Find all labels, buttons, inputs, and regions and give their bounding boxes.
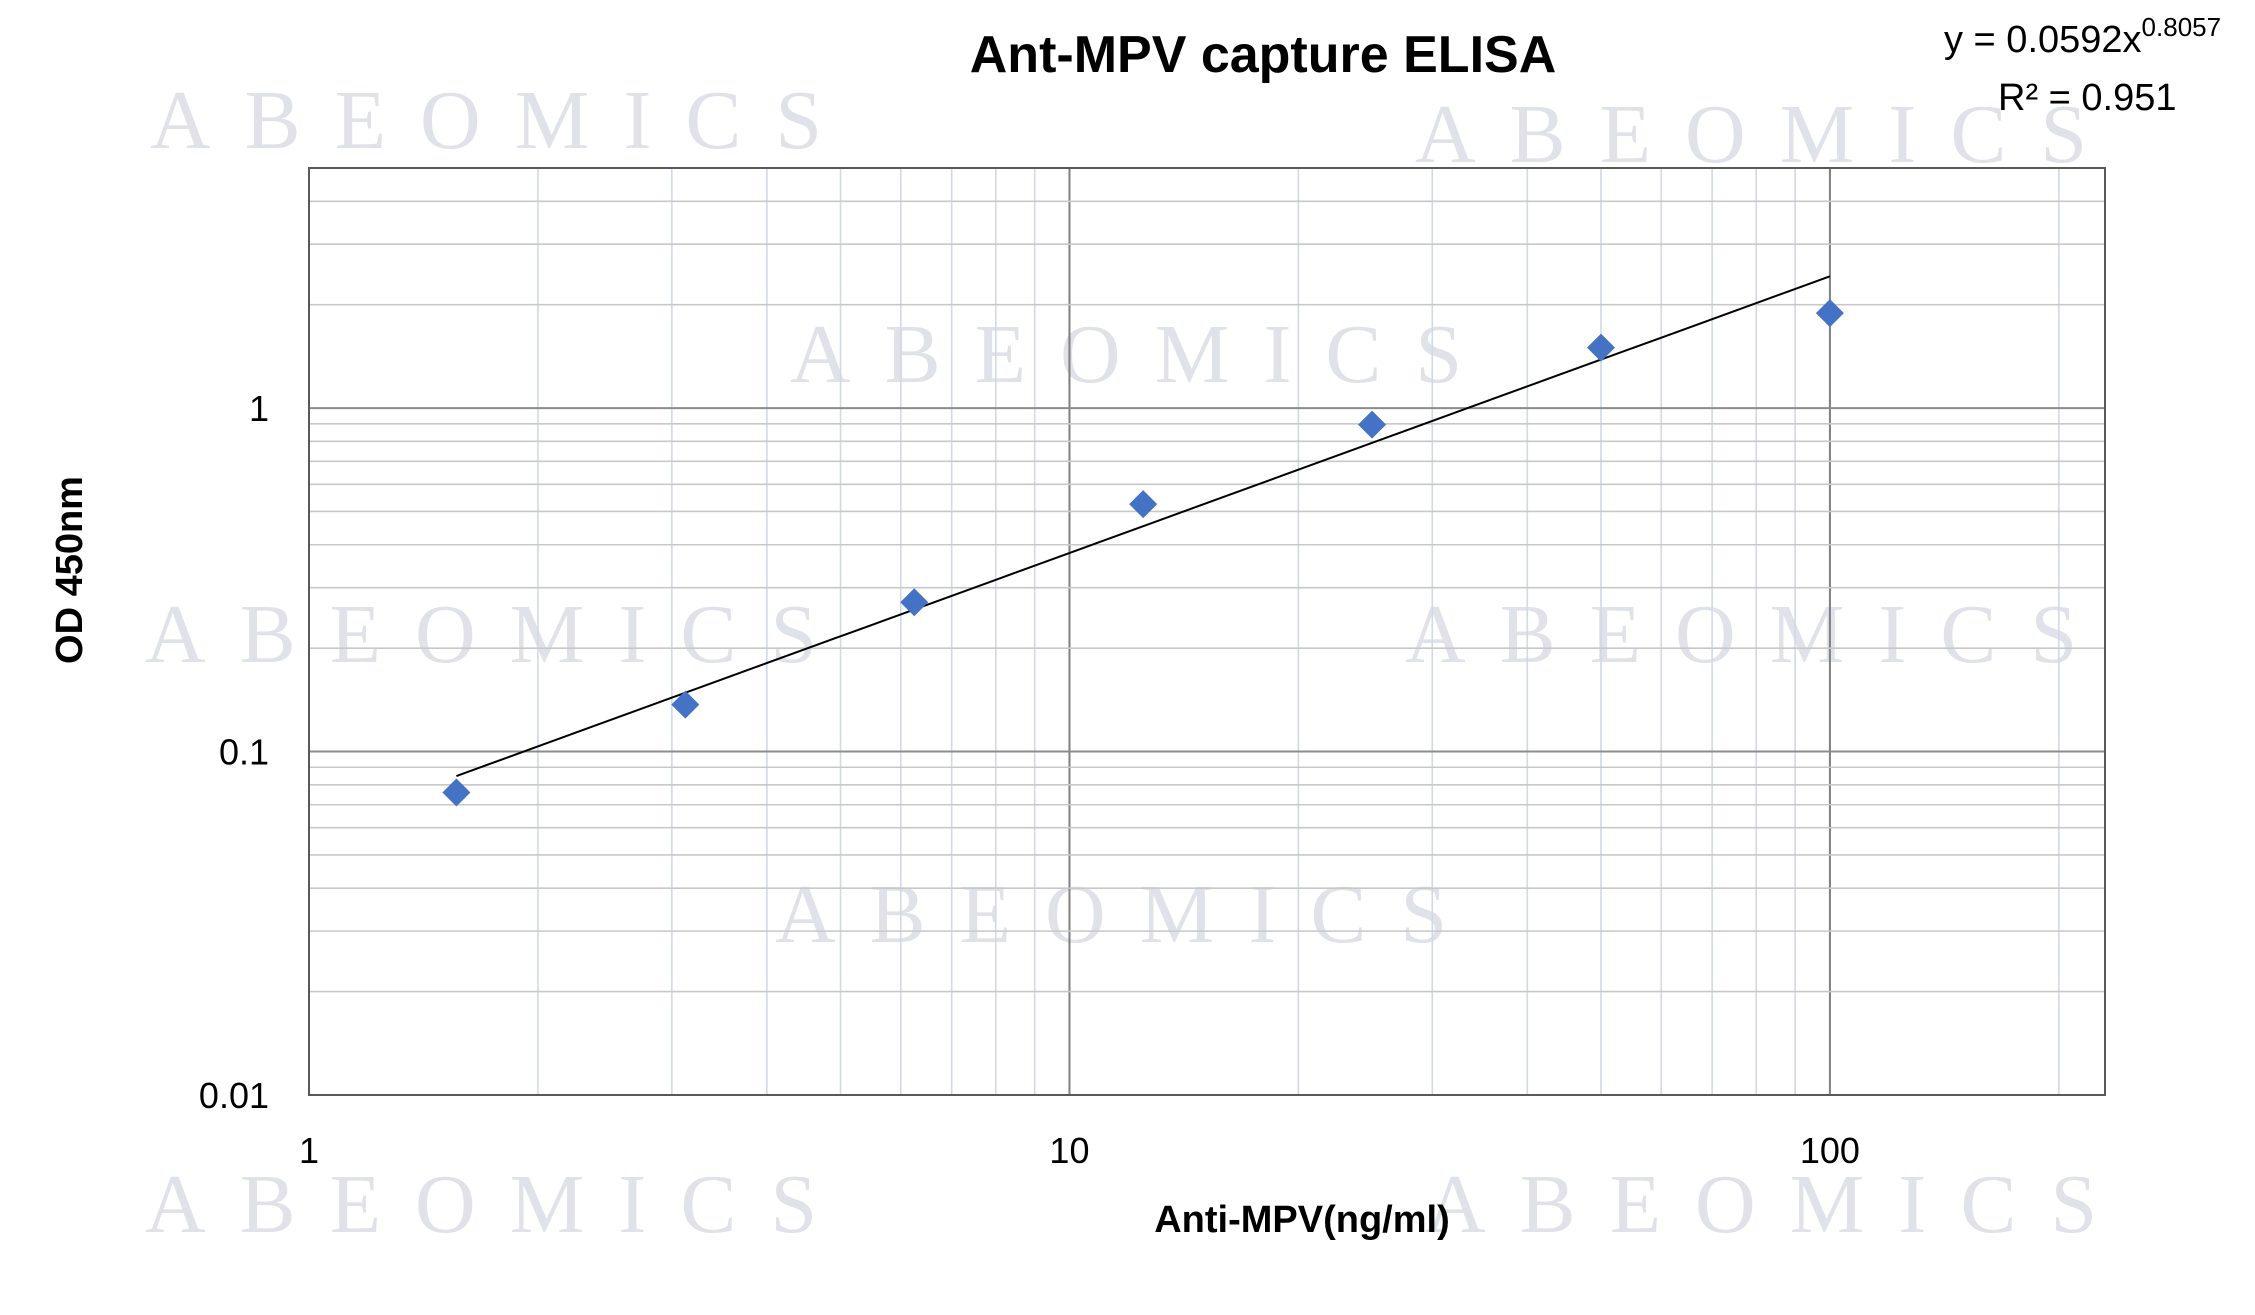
y-tick-label: 0.1 (219, 732, 269, 773)
y-tick-label: 1 (249, 388, 269, 429)
data-point (900, 588, 929, 617)
data-points (442, 299, 1844, 807)
x-tick-label: 10 (1049, 1130, 1089, 1171)
x-axis-title: Anti-MPV(ng/ml) (1154, 1199, 1450, 1241)
y-tick-label: 0.01 (199, 1075, 269, 1116)
r-squared-label: R² = 0.951 (1998, 77, 2177, 119)
watermark-text: ABEOMICS (145, 588, 851, 681)
trendline-equation: y = 0.0592x0.8057 (1944, 12, 2221, 61)
equation-base: y = 0.0592x (1944, 19, 2142, 61)
watermark-text: ABEOMICS (145, 1158, 851, 1251)
chart-title: Ant-MPV capture ELISA (970, 26, 1557, 84)
watermark-layer: ABEOMICS ABEOMICS ABEOMICS ABEOMICS ABEOMICS… (145, 74, 2131, 1251)
y-axis-title: OD 450nm (49, 476, 91, 664)
data-point (671, 690, 700, 719)
watermark-text: ABEOMICS (1415, 88, 2121, 181)
watermark-text: ABEOMICS (150, 74, 856, 167)
watermark-text: ABEOMICS (1425, 1158, 2131, 1251)
data-point (1358, 410, 1387, 439)
plot-area-frame (308, 167, 2106, 1096)
grid-layer (309, 168, 2105, 1095)
data-point (442, 778, 471, 807)
watermark-text: ABEOMICS (1405, 588, 2111, 681)
data-point (1586, 333, 1615, 362)
equation-exponent: 0.8057 (2142, 12, 2222, 42)
y-tick-labels: 0.01 0.1 1 (199, 388, 269, 1116)
x-tick-label: 1 (299, 1130, 319, 1171)
data-point (1815, 299, 1844, 328)
data-point (1129, 490, 1158, 519)
watermark-text: ABEOMICS (775, 868, 1481, 961)
x-tick-labels: 1 10 100 (299, 1130, 1860, 1171)
watermark-text: ABEOMICS (790, 308, 1496, 401)
x-tick-label: 100 (1800, 1130, 1860, 1171)
